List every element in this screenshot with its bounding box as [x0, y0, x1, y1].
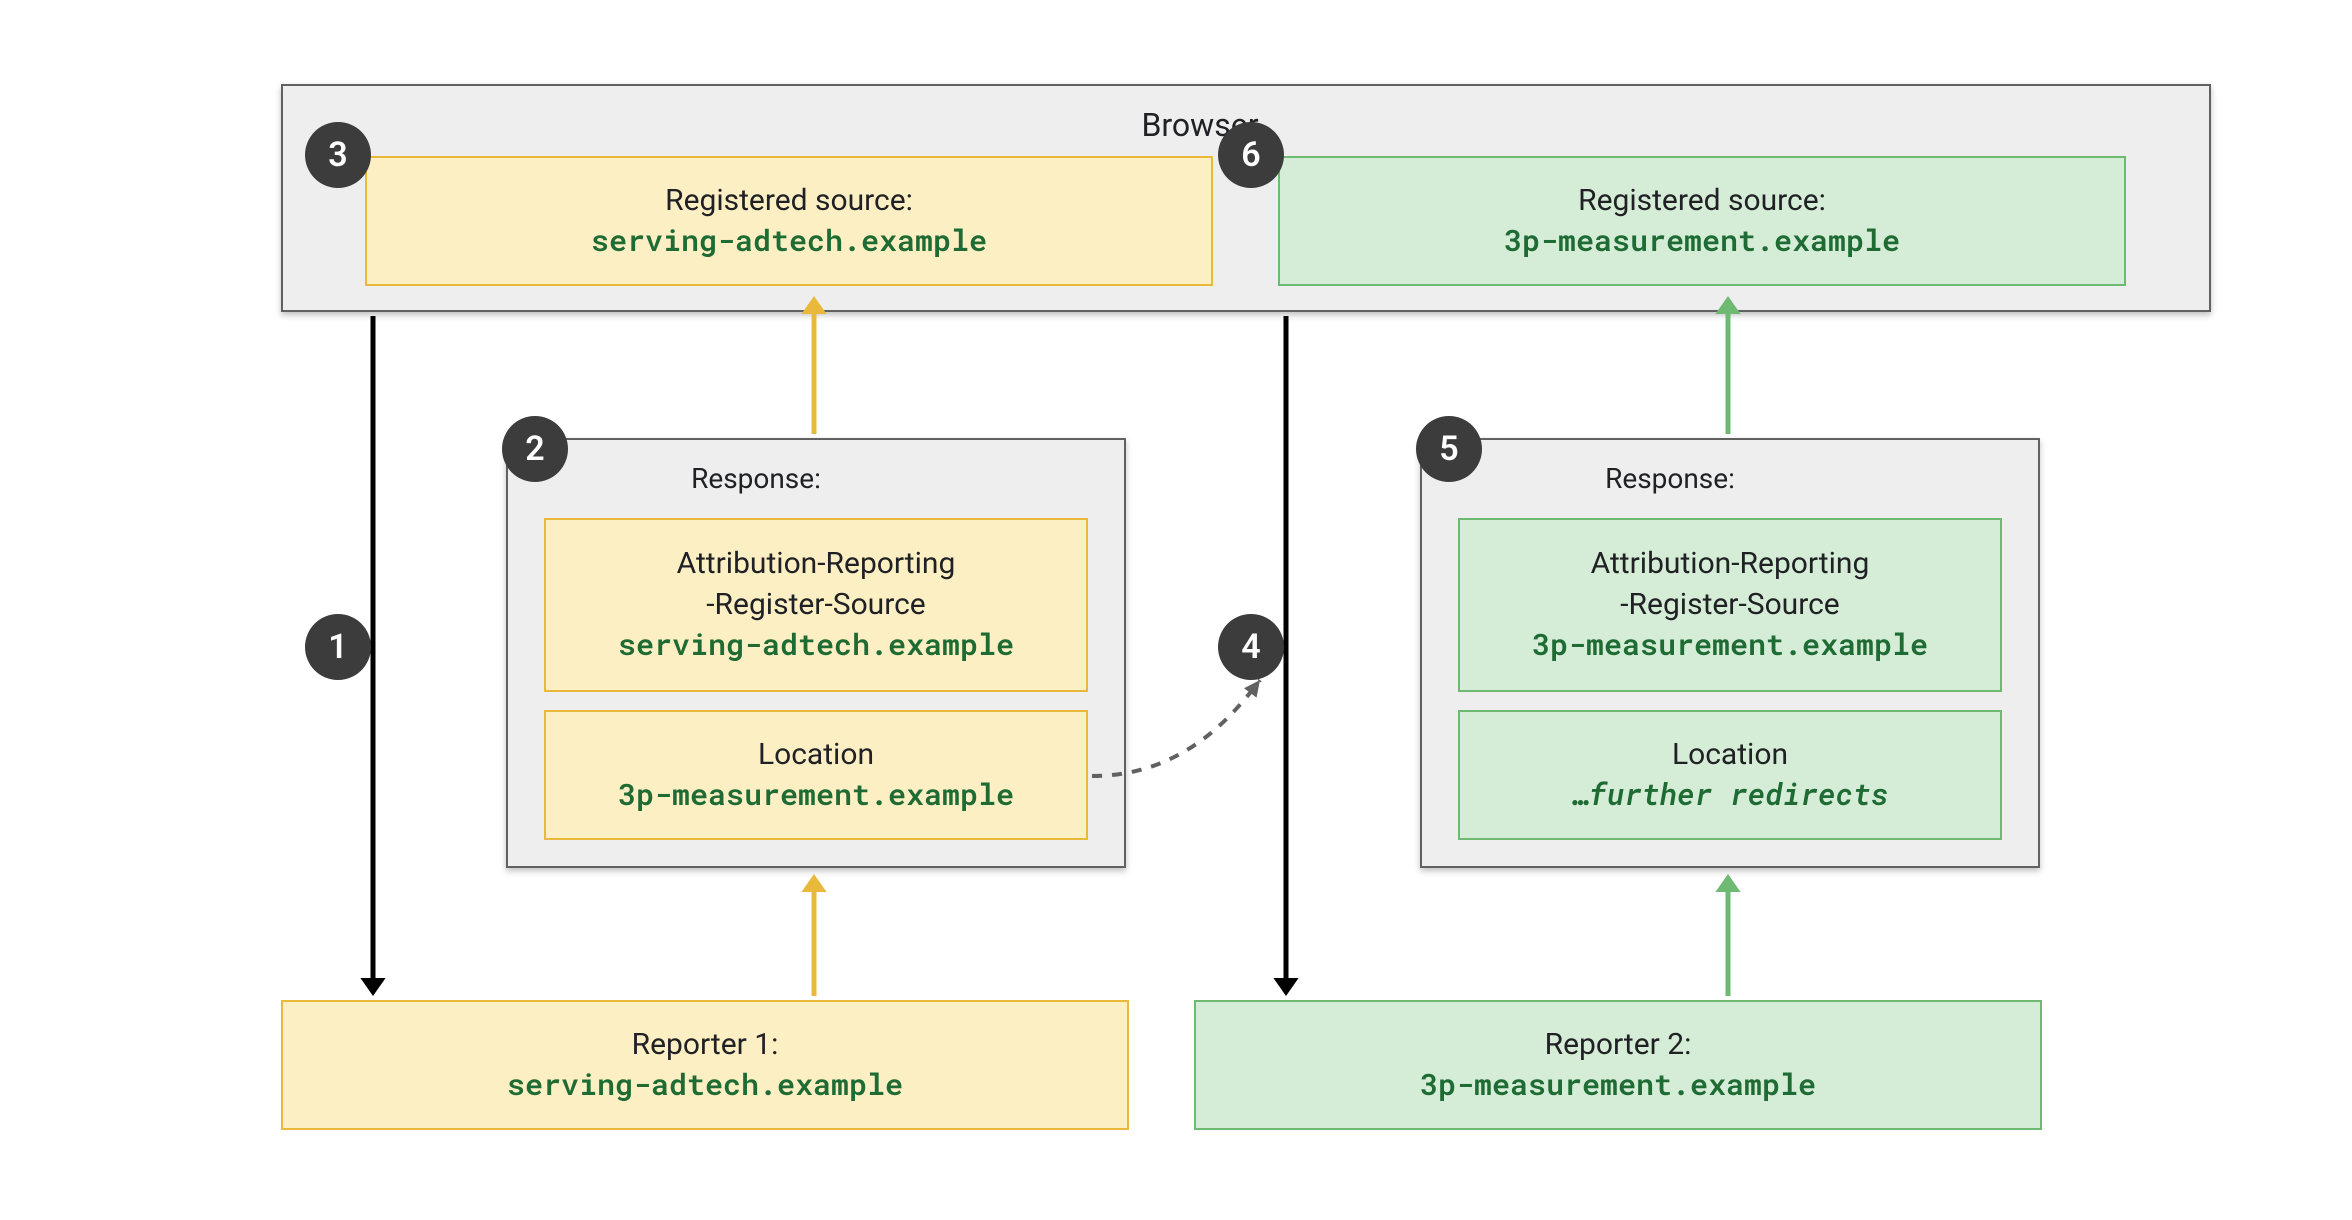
registered-source-right-label: Registered source: — [1578, 181, 1826, 222]
response-left-location-domain: 3p-measurement.example — [618, 775, 1014, 816]
response-right-location-box: Location …further redirects — [1458, 710, 2002, 840]
response-left-header-line2: -Register-Source — [706, 585, 925, 626]
response-right-header-box: Attribution-Reporting -Register-Source 3… — [1458, 518, 2002, 692]
response-left-location-label: Location — [758, 735, 874, 776]
registered-source-left: Registered source: serving-adtech.exampl… — [365, 156, 1213, 286]
registered-source-left-label: Registered source: — [665, 181, 913, 222]
reporter-right: Reporter 2: 3p-measurement.example — [1194, 1000, 2042, 1130]
step-badge-4: 4 — [1218, 614, 1284, 680]
reporter-left-domain: serving-adtech.example — [507, 1065, 903, 1106]
response-left-header-box: Attribution-Reporting -Register-Source s… — [544, 518, 1088, 692]
response-right-location-label: Location — [1672, 735, 1788, 776]
response-left-header-domain: serving-adtech.example — [618, 625, 1014, 666]
step-badge-1: 1 — [305, 614, 371, 680]
response-left-location-box: Location 3p-measurement.example — [544, 710, 1088, 840]
response-left-header-line1: Attribution-Reporting — [677, 544, 956, 585]
step-badge-6: 6 — [1218, 122, 1284, 188]
response-right-header-domain: 3p-measurement.example — [1532, 625, 1928, 666]
diagram-stage: Browser Registered source: serving-adtec… — [0, 0, 2352, 1220]
response-right-header-line2: -Register-Source — [1620, 585, 1839, 626]
registered-source-left-domain: serving-adtech.example — [591, 221, 987, 262]
response-right-location-domain: …further redirects — [1572, 775, 1889, 816]
reporter-left: Reporter 1: serving-adtech.example — [281, 1000, 1129, 1130]
registered-source-right: Registered source: 3p-measurement.exampl… — [1278, 156, 2126, 286]
reporter-left-label: Reporter 1: — [632, 1025, 779, 1066]
response-right-header-line1: Attribution-Reporting — [1591, 544, 1870, 585]
step-badge-3: 3 — [305, 122, 371, 188]
response-left-title: Response: — [691, 462, 821, 495]
step-badge-2: 2 — [502, 416, 568, 482]
reporter-right-label: Reporter 2: — [1545, 1025, 1692, 1066]
step-badge-5: 5 — [1416, 416, 1482, 482]
response-right-title: Response: — [1605, 462, 1735, 495]
reporter-right-domain: 3p-measurement.example — [1420, 1065, 1816, 1106]
registered-source-right-domain: 3p-measurement.example — [1504, 221, 1900, 262]
